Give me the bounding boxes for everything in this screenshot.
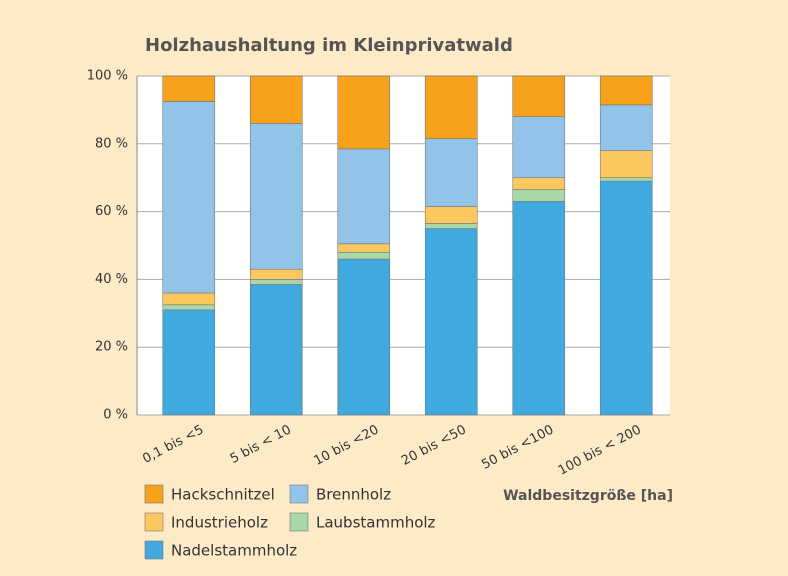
y-tick-label: 20 %: [95, 340, 128, 355]
x-tick-label: 5 bis < 10: [228, 422, 294, 467]
y-tick-label: 0 %: [103, 408, 128, 423]
bar-segment: [599, 75, 653, 106]
bar-segment: [249, 284, 303, 416]
x-tick-label: 20 bis <50: [399, 422, 469, 469]
bar-segment: [337, 258, 391, 416]
bar-segment: [512, 201, 566, 416]
x-tick-label: 0,1 bis <5: [140, 422, 206, 467]
bar-segment: [424, 138, 478, 207]
bar-segment: [599, 177, 653, 182]
bar-segment: [249, 268, 303, 280]
y-tick-label: 100 %: [87, 69, 128, 84]
bar-segment: [162, 101, 216, 294]
legend-label: Brennholz: [316, 486, 391, 504]
legend-swatch: [144, 484, 164, 504]
legend-swatch: [144, 512, 164, 532]
bar-segment: [337, 243, 391, 253]
bar-segment: [337, 148, 391, 245]
plot-area: [137, 76, 670, 415]
bar-segment: [162, 292, 216, 306]
bar-segment: [249, 75, 303, 124]
y-tick-label: 60 %: [95, 204, 128, 219]
bar-segment: [337, 251, 391, 260]
legend-label: Industrieholz: [171, 514, 268, 532]
bar-segment: [424, 228, 478, 416]
bar-segment: [337, 75, 391, 150]
bar-segment: [512, 189, 566, 202]
bar-segment: [424, 206, 478, 224]
bar-segment: [424, 223, 478, 229]
bar-segment: [249, 279, 303, 285]
y-tick-label: 40 %: [95, 272, 128, 287]
bar-segment: [512, 177, 566, 190]
legend-swatch: [289, 512, 309, 532]
x-tick-label: 10 bis <20: [312, 422, 382, 469]
bar-segment: [599, 150, 653, 179]
bar-segment: [512, 75, 566, 117]
legend-label: Hackschnitzel: [171, 486, 275, 504]
bar-segment: [424, 75, 478, 140]
bar-segment: [162, 304, 216, 311]
legend-swatch: [289, 484, 309, 504]
bar-segment: [599, 180, 653, 416]
bar-segment: [249, 123, 303, 270]
bar-segment: [512, 116, 566, 179]
x-tick-label: 50 bis <100: [479, 422, 556, 472]
y-tick-label: 80 %: [95, 136, 128, 151]
legend-label: Laubstammholz: [316, 514, 436, 532]
x-tick-label: 100 bis < 200: [556, 422, 644, 478]
bar-segment: [162, 309, 216, 416]
legend-label: Nadelstammholz: [171, 542, 297, 560]
bar-segment: [599, 104, 653, 151]
x-axis-label: Waldbesitzgröße [ha]: [503, 488, 673, 504]
chart-title: Holzhaushaltung im Kleinprivatwald: [145, 35, 513, 56]
bar-segment: [162, 75, 216, 102]
legend-swatch: [144, 540, 164, 560]
